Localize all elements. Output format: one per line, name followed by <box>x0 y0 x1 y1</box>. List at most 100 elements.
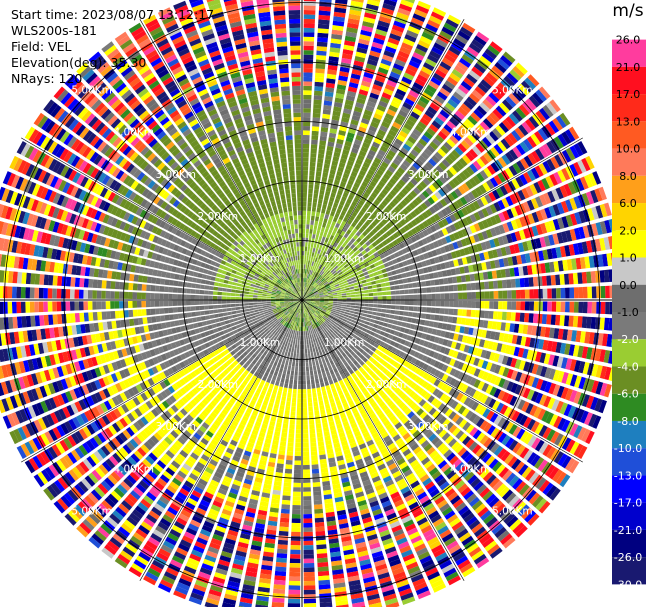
velocity-gate <box>354 305 360 309</box>
velocity-gate <box>368 300 374 304</box>
velocity-gate <box>313 103 322 110</box>
velocity-gate <box>581 346 589 359</box>
velocity-gate <box>364 321 370 326</box>
velocity-gate <box>379 330 386 336</box>
velocity-gate <box>391 300 396 305</box>
velocity-gate <box>535 89 548 102</box>
velocity-gate <box>399 163 408 172</box>
velocity-gate <box>357 220 364 227</box>
velocity-gate <box>465 274 471 282</box>
velocity-gate <box>358 312 364 316</box>
velocity-gate <box>375 316 381 321</box>
velocity-gate <box>472 160 482 171</box>
velocity-gate <box>372 288 378 293</box>
velocity-gate <box>318 292 324 295</box>
velocity-gate <box>573 227 581 240</box>
velocity-gate <box>401 247 408 255</box>
velocity-gate <box>280 377 285 383</box>
velocity-gate <box>353 139 362 146</box>
velocity-gate <box>480 241 488 251</box>
velocity-gate <box>352 260 358 266</box>
velocity-gate <box>385 222 392 230</box>
velocity-gate <box>306 224 310 229</box>
velocity-gate <box>328 215 334 221</box>
velocity-gate <box>603 350 611 364</box>
velocity-gate <box>426 300 432 306</box>
velocity-gate <box>551 288 557 299</box>
velocity-gate <box>603 383 612 398</box>
velocity-gate <box>302 451 310 457</box>
velocity-gate <box>573 287 579 299</box>
velocity-gate <box>501 197 510 209</box>
velocity-gate <box>310 300 316 303</box>
velocity-gate <box>383 343 390 349</box>
velocity-gate <box>510 232 518 243</box>
velocity-gate <box>412 107 423 116</box>
velocity-gate <box>414 233 421 241</box>
velocity-gate <box>363 16 376 24</box>
velocity-gate <box>378 242 385 249</box>
velocity-gate <box>333 179 340 186</box>
velocity-gate <box>343 232 349 239</box>
velocity-gate <box>522 241 529 252</box>
velocity-gate <box>453 360 460 369</box>
velocity-gate <box>408 289 414 294</box>
velocity-gate <box>357 315 363 319</box>
velocity-gate <box>322 204 327 210</box>
velocity-gate <box>319 296 325 299</box>
velocity-gate <box>552 355 560 367</box>
velocity-gate <box>586 379 595 393</box>
velocity-gate <box>385 338 392 345</box>
velocity-gate <box>470 112 481 123</box>
velocity-gate <box>458 292 463 300</box>
velocity-gate <box>358 333 364 339</box>
velocity-gate <box>369 254 376 260</box>
velocity-gate <box>450 95 461 105</box>
velocity-gate <box>304 339 307 345</box>
velocity-gate <box>546 314 552 325</box>
velocity-gate <box>368 322 375 327</box>
velocity-gate <box>316 544 327 550</box>
velocity-gate <box>398 315 404 321</box>
velocity-gate <box>352 246 359 252</box>
velocity-gate <box>283 482 292 488</box>
velocity-gate <box>333 298 338 300</box>
velocity-gate <box>273 584 286 590</box>
velocity-gate <box>396 221 403 229</box>
velocity-gate <box>362 230 368 237</box>
velocity-gate <box>515 412 524 424</box>
velocity-gate <box>560 200 569 213</box>
velocity-gate <box>362 21 375 29</box>
velocity-gate <box>359 169 367 177</box>
velocity-gate <box>373 188 381 195</box>
velocity-gate <box>328 301 334 304</box>
velocity-gate <box>404 340 411 347</box>
velocity-gate <box>524 253 531 264</box>
velocity-gate <box>273 588 286 595</box>
velocity-gate <box>285 405 291 411</box>
velocity-gate <box>310 144 318 150</box>
velocity-gate <box>375 329 381 335</box>
velocity-gate <box>307 201 312 207</box>
velocity-gate <box>318 264 322 269</box>
velocity-gate <box>329 282 334 286</box>
velocity-gate <box>481 360 489 370</box>
velocity-gate <box>326 287 332 291</box>
velocity-gate <box>541 177 550 190</box>
velocity-gate <box>428 80 440 90</box>
velocity-gate <box>423 88 435 98</box>
velocity-gate <box>293 482 301 488</box>
velocity-gate <box>372 323 379 329</box>
velocity-gate <box>432 137 442 147</box>
velocity-gate <box>332 318 337 322</box>
velocity-gate <box>314 293 319 296</box>
velocity-gate <box>474 186 483 197</box>
velocity-gate <box>303 540 314 546</box>
velocity-gate <box>315 522 325 528</box>
velocity-gate <box>359 273 365 278</box>
velocity-gate <box>463 136 474 147</box>
velocity-gate <box>424 320 430 327</box>
velocity-gate <box>369 331 376 337</box>
velocity-gate <box>338 75 348 82</box>
velocity-gate <box>548 368 556 380</box>
